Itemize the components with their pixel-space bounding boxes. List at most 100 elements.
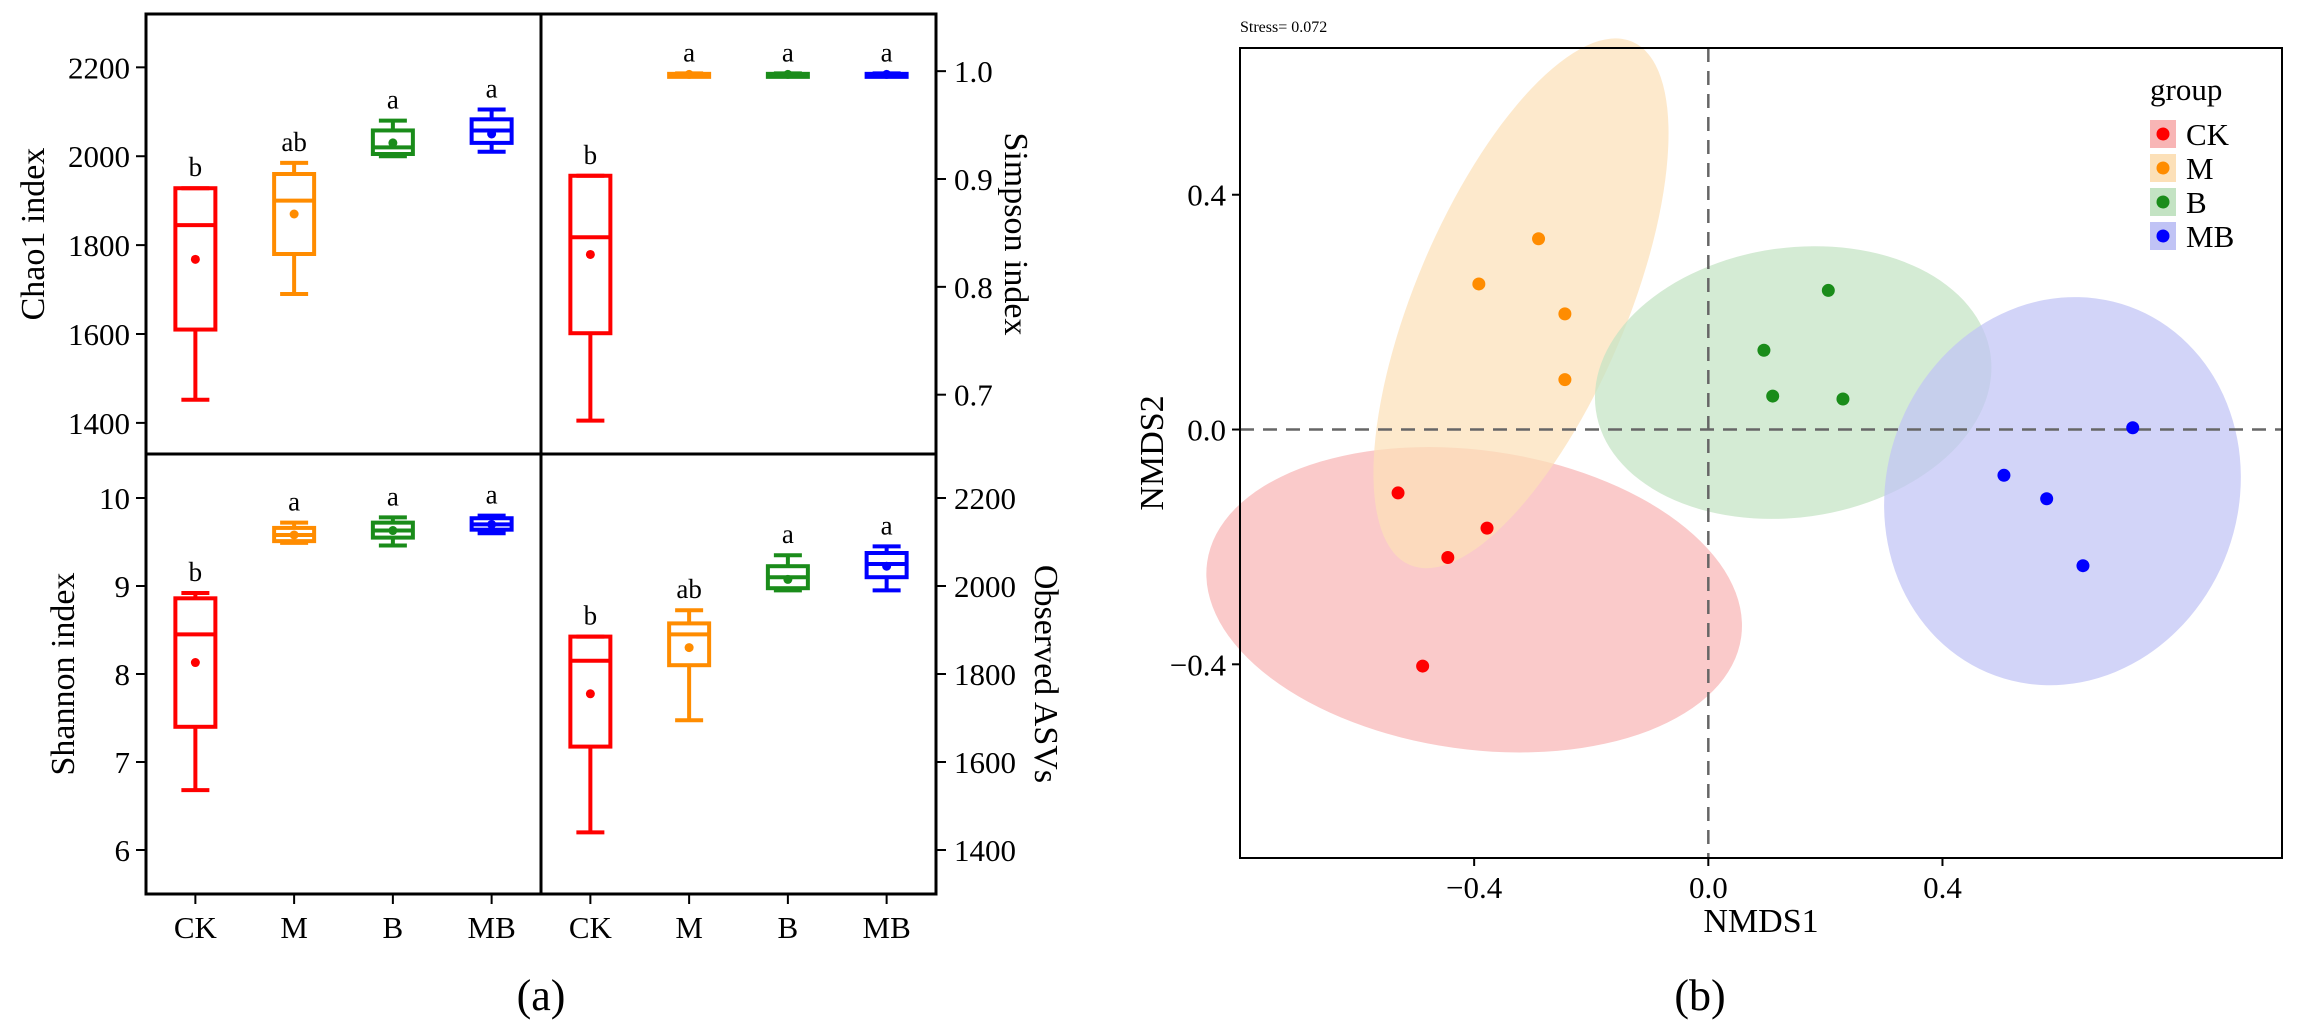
y-tick-label: 1800 — [68, 228, 130, 263]
x-tick-label: CK — [174, 910, 218, 945]
point-B — [1766, 389, 1780, 403]
significance-letter: a — [387, 85, 399, 115]
panel-a-caption: (a) — [517, 971, 566, 1020]
mean-point — [882, 69, 892, 79]
box-iqr — [272, 172, 317, 256]
y-tick-label: 2000 — [954, 569, 1016, 604]
significance-letter: ab — [281, 127, 306, 157]
box-M: a — [667, 37, 712, 79]
subplot-2: 0.7 0.8 0.9 1.0 Simpson index b a a a — [568, 37, 1034, 423]
mean-point — [487, 519, 497, 529]
subplot-1: 1400 1600 1800 2000 2200 Chao1 index b ab a a — [15, 50, 514, 441]
mean-point — [882, 561, 892, 571]
box-B: a — [370, 481, 415, 548]
box-iqr — [568, 634, 613, 749]
y-tick-label: 0.4 — [1187, 178, 1226, 213]
point-MB — [2076, 559, 2090, 573]
box-CK: b — [173, 152, 218, 402]
significance-letter: b — [189, 557, 203, 587]
mean-point — [289, 209, 299, 219]
y-tick-label: 1600 — [68, 317, 130, 352]
point-CK — [1391, 486, 1405, 500]
box-MB: a — [469, 480, 514, 536]
x-tick-label: −0.4 — [1446, 870, 1503, 905]
box-M: ab — [272, 127, 317, 296]
point-M — [1558, 307, 1572, 321]
significance-letter: b — [584, 140, 598, 170]
box-M: a — [272, 487, 317, 545]
panel-b: Stress= 0.072 −0.4 0.0 0.4 −0.4 0.0 0.4 NMDS1 N… — [1134, 19, 2283, 1020]
panel-b-caption: (b) — [1674, 971, 1725, 1020]
mean-point — [585, 689, 595, 699]
x-tick-label: CK — [569, 910, 613, 945]
box-CK: b — [568, 601, 613, 835]
significance-letter: a — [881, 510, 893, 540]
point-MB — [2126, 421, 2140, 435]
y-tick-label: 2000 — [68, 139, 130, 174]
point-B — [1757, 343, 1771, 357]
x-axis-label: NMDS1 — [1703, 903, 1818, 940]
stress-label: Stress= 0.072 — [1240, 19, 1327, 36]
box-B: a — [765, 37, 810, 79]
point-B — [1836, 392, 1850, 406]
y-axis-label: Observed ASVs — [1027, 565, 1064, 783]
legend-marker-CK — [2156, 127, 2170, 141]
box-iqr — [568, 173, 613, 336]
x-tick-label: 0.0 — [1689, 870, 1728, 905]
y-axis-label: Chao1 index — [15, 148, 52, 321]
point-CK — [1480, 521, 1494, 535]
mean-point — [388, 138, 398, 148]
legend-label-B: B — [2186, 185, 2207, 220]
point-MB — [2040, 492, 2054, 506]
x-tick-label: M — [280, 910, 308, 945]
box-iqr — [370, 128, 415, 156]
mean-point — [190, 254, 200, 264]
y-tick-label: 2200 — [954, 481, 1016, 516]
y-tick-label: 1400 — [68, 406, 130, 441]
legend-title: group — [2150, 72, 2222, 107]
box-iqr — [173, 186, 218, 332]
box-iqr — [667, 621, 712, 668]
significance-letter: a — [683, 37, 695, 67]
legend-marker-MB — [2156, 229, 2170, 243]
box-MB: a — [469, 74, 514, 154]
confidence-ellipse-MB — [1884, 297, 2241, 686]
point-B — [1821, 283, 1835, 297]
y-tick-label: 2200 — [68, 50, 130, 85]
y-tick-label: 9 — [115, 569, 131, 604]
legend-label-M: M — [2186, 151, 2214, 186]
significance-letter: a — [881, 37, 893, 67]
y-tick-label: 1.0 — [954, 54, 993, 89]
box-B: a — [765, 519, 810, 593]
mean-point — [684, 643, 694, 653]
y-tick-label: 0.0 — [1187, 413, 1226, 448]
y-tick-label: 1800 — [954, 657, 1016, 692]
mean-point — [684, 69, 694, 79]
y-tick-label: 6 — [115, 833, 131, 868]
y-tick-label: 10 — [99, 481, 130, 516]
box-MB: a — [864, 37, 909, 79]
y-tick-label: 1400 — [954, 833, 1016, 868]
legend-label-MB: MB — [2186, 219, 2234, 254]
y-tick-label: 0.7 — [954, 378, 993, 413]
y-tick-label: 7 — [115, 745, 131, 780]
point-CK — [1441, 550, 1455, 564]
confidence-ellipse-M — [1373, 38, 1669, 569]
x-tick-label: B — [778, 910, 799, 945]
y-tick-label: −0.4 — [1170, 647, 1227, 682]
mean-point — [190, 658, 200, 668]
y-tick-label: 1600 — [954, 745, 1016, 780]
mean-point — [388, 526, 398, 536]
box-CK: b — [173, 557, 218, 793]
box-CK: b — [568, 140, 613, 423]
x-tick-label: MB — [863, 910, 911, 945]
y-axis-label: Shannon index — [45, 572, 82, 775]
significance-letter: a — [782, 37, 794, 67]
x-tick-label: M — [675, 910, 703, 945]
subplot-4: 1400 1600 1800 2000 2200 Observed ASVs b ab a a CK… — [568, 481, 1064, 945]
y-tick-label: 0.9 — [954, 162, 993, 197]
significance-letter: b — [189, 152, 203, 182]
